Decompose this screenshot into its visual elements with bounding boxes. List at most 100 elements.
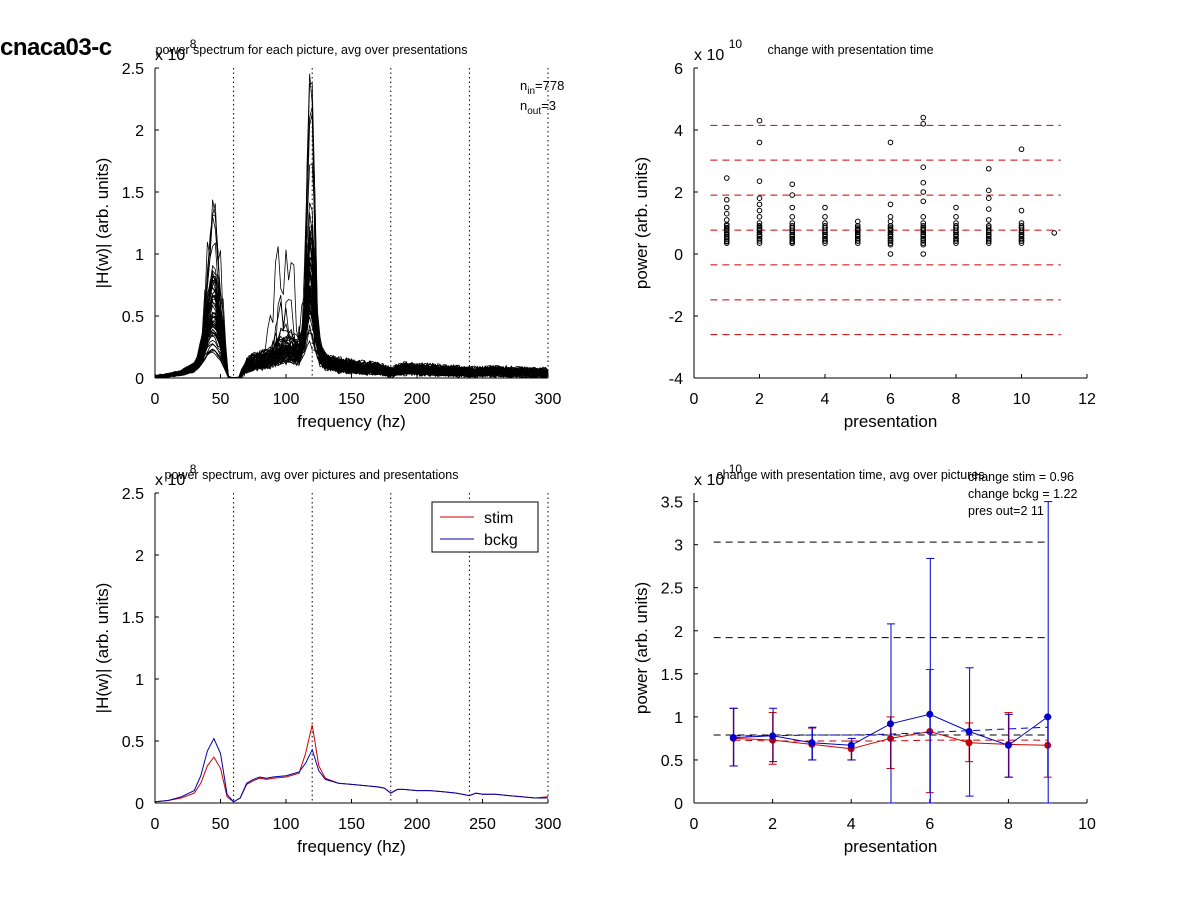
data-point <box>789 222 796 229</box>
legend-label: bckg <box>484 532 518 549</box>
sample-count-label: nin=778 <box>520 78 564 97</box>
x-tick-label: 0 <box>690 391 699 408</box>
data-point <box>789 225 796 231</box>
data-point <box>953 204 959 211</box>
data-point <box>985 165 992 172</box>
data-point <box>887 225 894 231</box>
legend: stim bckg <box>431 501 539 553</box>
data-point <box>789 192 796 198</box>
spectrum-line <box>154 244 549 379</box>
series-marker-bckg <box>965 728 973 736</box>
data-point <box>756 117 763 124</box>
series-line-bckg <box>154 737 548 803</box>
data-point <box>822 214 828 220</box>
x-tick-label: 200 <box>404 391 431 408</box>
data-point <box>756 178 763 184</box>
legend-box <box>431 501 539 553</box>
spectrum-line <box>154 285 549 379</box>
chart-tr: 0 2 4 6 8 10 12 -4 -2 0 2 4 6 x 10 10 change with pres… <box>632 37 1096 431</box>
y-tick-label: 2.5 <box>122 486 144 503</box>
axis-exponent: x 10 10 <box>694 37 742 64</box>
data-point <box>985 222 992 229</box>
data-point <box>822 225 828 231</box>
spectrum-line <box>154 113 549 379</box>
y-tick-label: 0 <box>674 247 683 264</box>
x-tick-label: 100 <box>273 391 300 408</box>
series-marker-bckg <box>847 741 855 749</box>
y-tick-label: 1 <box>135 247 144 264</box>
data-point <box>953 225 959 231</box>
series-marker-bckg <box>887 720 894 728</box>
x-tick-label: 8 <box>952 391 961 408</box>
spectrum-line <box>154 242 549 379</box>
data-point <box>1018 207 1025 214</box>
data-point <box>920 114 927 121</box>
series-marker-bckg <box>1004 741 1012 749</box>
figure-title: cnaca03-c <box>0 34 112 61</box>
x-axis-label: presentation <box>844 412 938 431</box>
chart-title: power spectrum for each picture, avg ove… <box>156 43 468 57</box>
data-point <box>985 195 992 201</box>
data-point <box>789 214 796 220</box>
data-point <box>822 204 828 211</box>
y-axis-label: power (arb. units) <box>632 582 651 714</box>
y-tick-label: 2.5 <box>661 581 683 598</box>
y-tick-label: 0 <box>674 796 683 813</box>
x-tick-label: 200 <box>404 816 431 833</box>
data-point <box>887 201 894 208</box>
data-point <box>756 195 763 201</box>
data-point <box>920 121 927 127</box>
x-tick-label: 2 <box>755 391 764 408</box>
y-axis-label: |H(w)| (arb. units) <box>93 583 112 714</box>
y-tick-label: 3.5 <box>661 495 683 512</box>
sample-count-label: nout=3 <box>520 98 556 117</box>
y-tick-label: 2 <box>135 123 144 140</box>
x-tick-label: 50 <box>212 391 230 408</box>
x-tick-label: 12 <box>1078 391 1096 408</box>
series-marker-bckg <box>729 734 737 742</box>
data-point <box>789 181 796 188</box>
data-point <box>723 217 730 223</box>
data-point <box>920 251 927 257</box>
data-point <box>953 214 959 220</box>
x-tick-label: 10 <box>1078 816 1096 833</box>
data-point <box>887 222 894 229</box>
x-tick-label: 250 <box>469 816 496 833</box>
data-point <box>887 139 894 146</box>
data-point <box>920 189 927 195</box>
data-point <box>789 204 796 211</box>
y-tick-label: 0.5 <box>122 309 144 326</box>
x-tick-label: 150 <box>338 816 365 833</box>
spectrum-line <box>154 225 549 379</box>
x-tick-label: 250 <box>469 391 496 408</box>
y-tick-label: 1.5 <box>122 185 144 202</box>
x-tick-label: 4 <box>847 816 856 833</box>
y-tick-label: 0.5 <box>661 753 683 770</box>
data-point <box>1018 146 1025 153</box>
series-marker-bckg <box>926 710 934 718</box>
data-point <box>756 201 763 208</box>
data-point <box>920 214 927 220</box>
spectrum-line <box>154 224 549 379</box>
y-tick-label: 3 <box>674 538 683 555</box>
spectrum-line <box>154 232 549 379</box>
x-tick-label: 0 <box>151 391 160 408</box>
data-point <box>985 206 992 212</box>
data-point <box>1018 225 1025 231</box>
spectrum-line <box>154 212 549 379</box>
data-point <box>756 225 763 231</box>
data-point <box>1051 230 1058 236</box>
data-point <box>723 225 730 231</box>
chart-title: change with presentation time <box>767 43 933 57</box>
data-point <box>723 222 730 229</box>
y-tick-label: 1.5 <box>661 667 683 684</box>
y-tick-label: 0 <box>135 371 144 388</box>
y-tick-label: 0 <box>135 796 144 813</box>
data-point <box>1018 222 1025 229</box>
x-tick-label: 10 <box>1013 391 1031 408</box>
x-axis-label: frequency (hz) <box>297 412 406 431</box>
x-tick-label: 8 <box>1004 816 1013 833</box>
data-point <box>887 214 894 220</box>
